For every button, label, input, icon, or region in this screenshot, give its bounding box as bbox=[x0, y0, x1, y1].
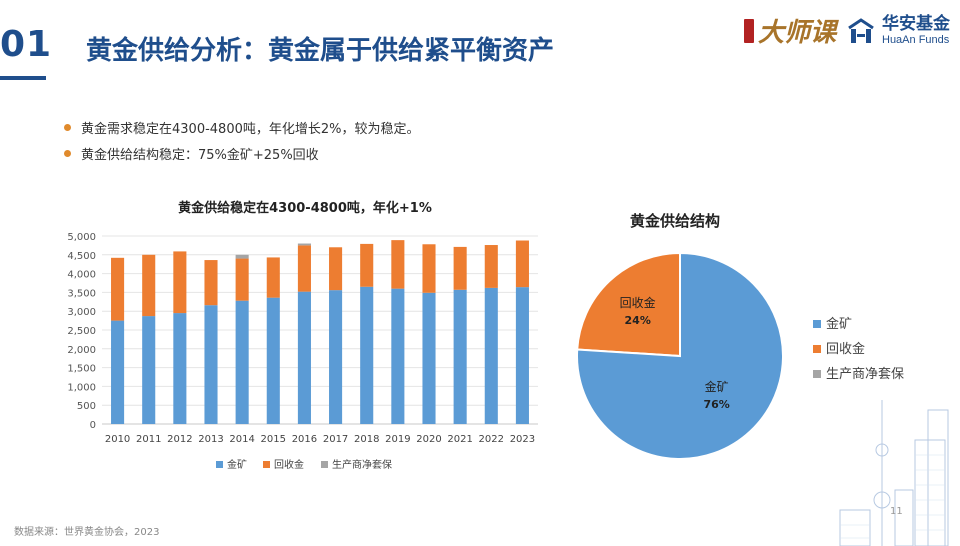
y-tick-label: 0 bbox=[90, 420, 96, 431]
slide-title: 黄金供给分析：黄金属于供给紧平衡资产 bbox=[86, 36, 555, 66]
bullet-dot-icon bbox=[64, 123, 71, 131]
legend-label: 生产商净套保 bbox=[826, 366, 904, 382]
bullet-list: 黄金需求稳定在4300-4800吨，年化增长2%，较为稳定。 黄金供给结构稳定：… bbox=[64, 114, 419, 166]
x-tick-label: 2015 bbox=[261, 434, 286, 445]
huaan-logo-cn: 华安基金 bbox=[882, 13, 950, 34]
bar-segment-回收金 bbox=[235, 258, 249, 301]
slide-number: 01 bbox=[0, 24, 53, 65]
legend-swatch bbox=[813, 370, 821, 378]
bullet-item: 黄金需求稳定在4300-4800吨，年化增长2%，较为稳定。 bbox=[64, 114, 419, 140]
pie-chart-title: 黄金供给结构 bbox=[630, 212, 720, 230]
y-tick-label: 3,500 bbox=[67, 288, 96, 299]
bar-segment-金矿 bbox=[266, 297, 280, 424]
dashi-logo-text: 大师课 bbox=[757, 18, 836, 48]
bar-segment-回收金 bbox=[453, 246, 467, 290]
slide-number-underline bbox=[0, 76, 46, 80]
bar-segment-金矿 bbox=[329, 290, 343, 424]
bar-segment-回收金 bbox=[204, 260, 218, 306]
bar-chart-title: 黄金供给稳定在4300-4800吨，年化+1% bbox=[178, 200, 432, 216]
x-tick-label: 2011 bbox=[136, 434, 161, 445]
legend-swatch bbox=[321, 461, 328, 468]
x-tick-label: 2016 bbox=[292, 434, 317, 445]
bullet-text: 黄金需求稳定在4300-4800吨，年化增长2%，较为稳定。 bbox=[81, 121, 420, 137]
y-tick-label: 4,500 bbox=[67, 251, 96, 262]
y-tick-label: 1,500 bbox=[67, 364, 96, 375]
bar-segment-金矿 bbox=[360, 286, 374, 424]
y-tick-label: 2,000 bbox=[67, 345, 96, 356]
y-tick-label: 500 bbox=[77, 401, 96, 412]
bar-segment-回收金 bbox=[329, 247, 343, 291]
legend-label: 回收金 bbox=[826, 341, 865, 357]
seal-icon bbox=[743, 18, 754, 43]
pie-slice-label: 回收金 bbox=[620, 295, 656, 310]
x-tick-label: 2022 bbox=[479, 434, 504, 445]
dashi-logo: 大师课 bbox=[743, 12, 836, 49]
bar-segment-回收金 bbox=[297, 245, 311, 292]
x-tick-label: 2023 bbox=[510, 434, 535, 445]
x-tick-label: 2021 bbox=[447, 434, 472, 445]
legend-swatch bbox=[263, 461, 270, 468]
x-tick-label: 2014 bbox=[229, 434, 254, 445]
bar-segment-金矿 bbox=[235, 300, 249, 424]
logo-area: 大师课 华安基金 HuaAn Funds bbox=[743, 12, 950, 49]
pie-slice-回收金 bbox=[576, 251, 681, 358]
x-tick-label: 2010 bbox=[105, 434, 130, 445]
pie-slice-金矿 bbox=[576, 251, 784, 460]
bar-segment-回收金 bbox=[484, 245, 498, 288]
bar-segment-生产商净套保 bbox=[235, 254, 249, 259]
bar-segment-金矿 bbox=[391, 288, 405, 424]
pie-slice-percent: 76% bbox=[703, 398, 729, 411]
x-tick-label: 2013 bbox=[198, 434, 223, 445]
bar-segment-回收金 bbox=[111, 257, 125, 321]
bar-segment-金矿 bbox=[111, 320, 125, 424]
legend-label: 生产商净套保 bbox=[332, 458, 392, 471]
bar-segment-金矿 bbox=[515, 287, 529, 424]
bar-segment-回收金 bbox=[173, 251, 187, 314]
bar-segment-金矿 bbox=[204, 305, 218, 424]
x-tick-label: 2020 bbox=[416, 434, 441, 445]
bar-segment-金矿 bbox=[484, 287, 498, 424]
bar-segment-金矿 bbox=[142, 316, 156, 424]
x-tick-label: 2018 bbox=[354, 434, 379, 445]
bar-segment-生产商净套保 bbox=[297, 243, 311, 246]
huaan-logo: 华安基金 HuaAn Funds bbox=[846, 13, 950, 46]
x-tick-label: 2012 bbox=[167, 434, 192, 445]
y-tick-label: 5,000 bbox=[67, 232, 96, 243]
y-tick-label: 3,000 bbox=[67, 307, 96, 318]
bar-segment-金矿 bbox=[453, 289, 467, 424]
pie-slice-label: 金矿 bbox=[705, 379, 729, 394]
huaan-logo-en: HuaAn Funds bbox=[882, 33, 950, 46]
bar-segment-回收金 bbox=[142, 254, 156, 317]
bar-segment-回收金 bbox=[360, 243, 374, 287]
y-tick-label: 2,500 bbox=[67, 326, 96, 337]
x-tick-label: 2019 bbox=[385, 434, 410, 445]
bullet-dot-icon bbox=[64, 149, 71, 157]
city-skyline-decoration bbox=[839, 400, 949, 546]
pie-slice-percent: 24% bbox=[625, 314, 651, 327]
huaan-building-icon bbox=[848, 17, 874, 43]
legend-label: 回收金 bbox=[274, 458, 304, 471]
legend-swatch bbox=[813, 320, 821, 328]
y-tick-label: 4,000 bbox=[67, 270, 96, 281]
bar-segment-回收金 bbox=[515, 240, 529, 288]
bar-segment-回收金 bbox=[391, 240, 405, 289]
bullet-item: 黄金供给结构稳定：75%金矿+25%回收 bbox=[64, 140, 419, 166]
legend-swatch bbox=[216, 461, 223, 468]
supply-bar-chart: 黄金供给稳定在4300-4800吨，年化+1% 0 500 1,000 1,500 2,… bbox=[67, 200, 538, 471]
bar-segment-金矿 bbox=[297, 291, 311, 424]
bar-segment-金矿 bbox=[422, 292, 436, 424]
x-tick-label: 2017 bbox=[323, 434, 348, 445]
bar-segment-回收金 bbox=[266, 257, 280, 298]
legend-label: 金矿 bbox=[826, 316, 852, 332]
legend-label: 金矿 bbox=[227, 458, 247, 471]
y-tick-label: 1,000 bbox=[67, 382, 96, 393]
page-number: 11 bbox=[890, 506, 903, 517]
bar-segment-金矿 bbox=[173, 313, 187, 424]
bullet-text: 黄金供给结构稳定：75%金矿+25%回收 bbox=[81, 147, 319, 163]
bar-segment-回收金 bbox=[422, 244, 436, 293]
data-source-note: 数据来源：世界黄金协会，2023 bbox=[14, 527, 160, 538]
legend-swatch bbox=[813, 345, 821, 353]
